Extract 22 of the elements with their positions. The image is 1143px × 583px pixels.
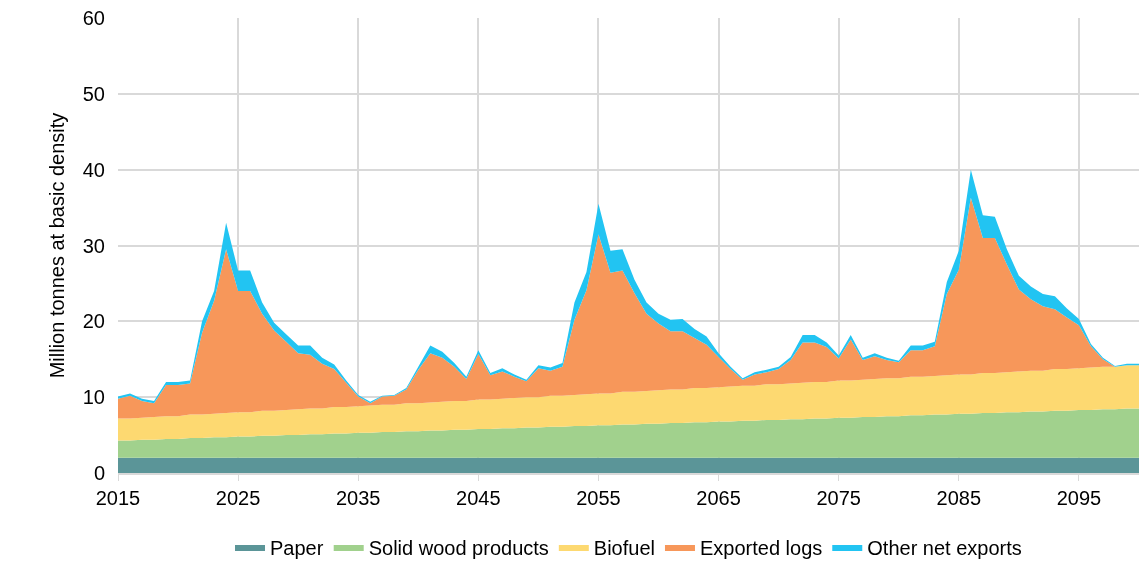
x-tick-label: 2015 <box>95 487 141 509</box>
x-tick-label: 2095 <box>1056 487 1102 509</box>
y-tick-label: 40 <box>82 158 105 181</box>
y-tick-label: 30 <box>82 234 105 257</box>
x-tick-label: 2075 <box>816 487 861 509</box>
y-tick-label: 10 <box>82 386 105 409</box>
x-tick-label: 2085 <box>936 487 982 509</box>
x-tick-label: 2055 <box>576 487 621 509</box>
legend-label: Biofuel <box>593 536 655 559</box>
legend-label: Paper <box>270 536 324 559</box>
y-tick-label: 20 <box>82 310 105 333</box>
y-axis-title: Million tonnes at basic density <box>46 112 69 379</box>
y-tick-label: 0 <box>93 462 105 484</box>
legend-label: Exported logs <box>699 536 823 559</box>
x-tick-label: 2045 <box>456 487 501 509</box>
legend-label: Other net exports <box>867 536 1022 559</box>
x-tick-label: 2065 <box>696 487 741 509</box>
legend-label: Solid wood products <box>368 536 549 559</box>
y-tick-label: 60 <box>82 7 105 29</box>
x-tick-label: 2035 <box>335 487 381 509</box>
y-tick-label: 50 <box>82 82 105 105</box>
x-tick-label: 2025 <box>215 487 261 509</box>
